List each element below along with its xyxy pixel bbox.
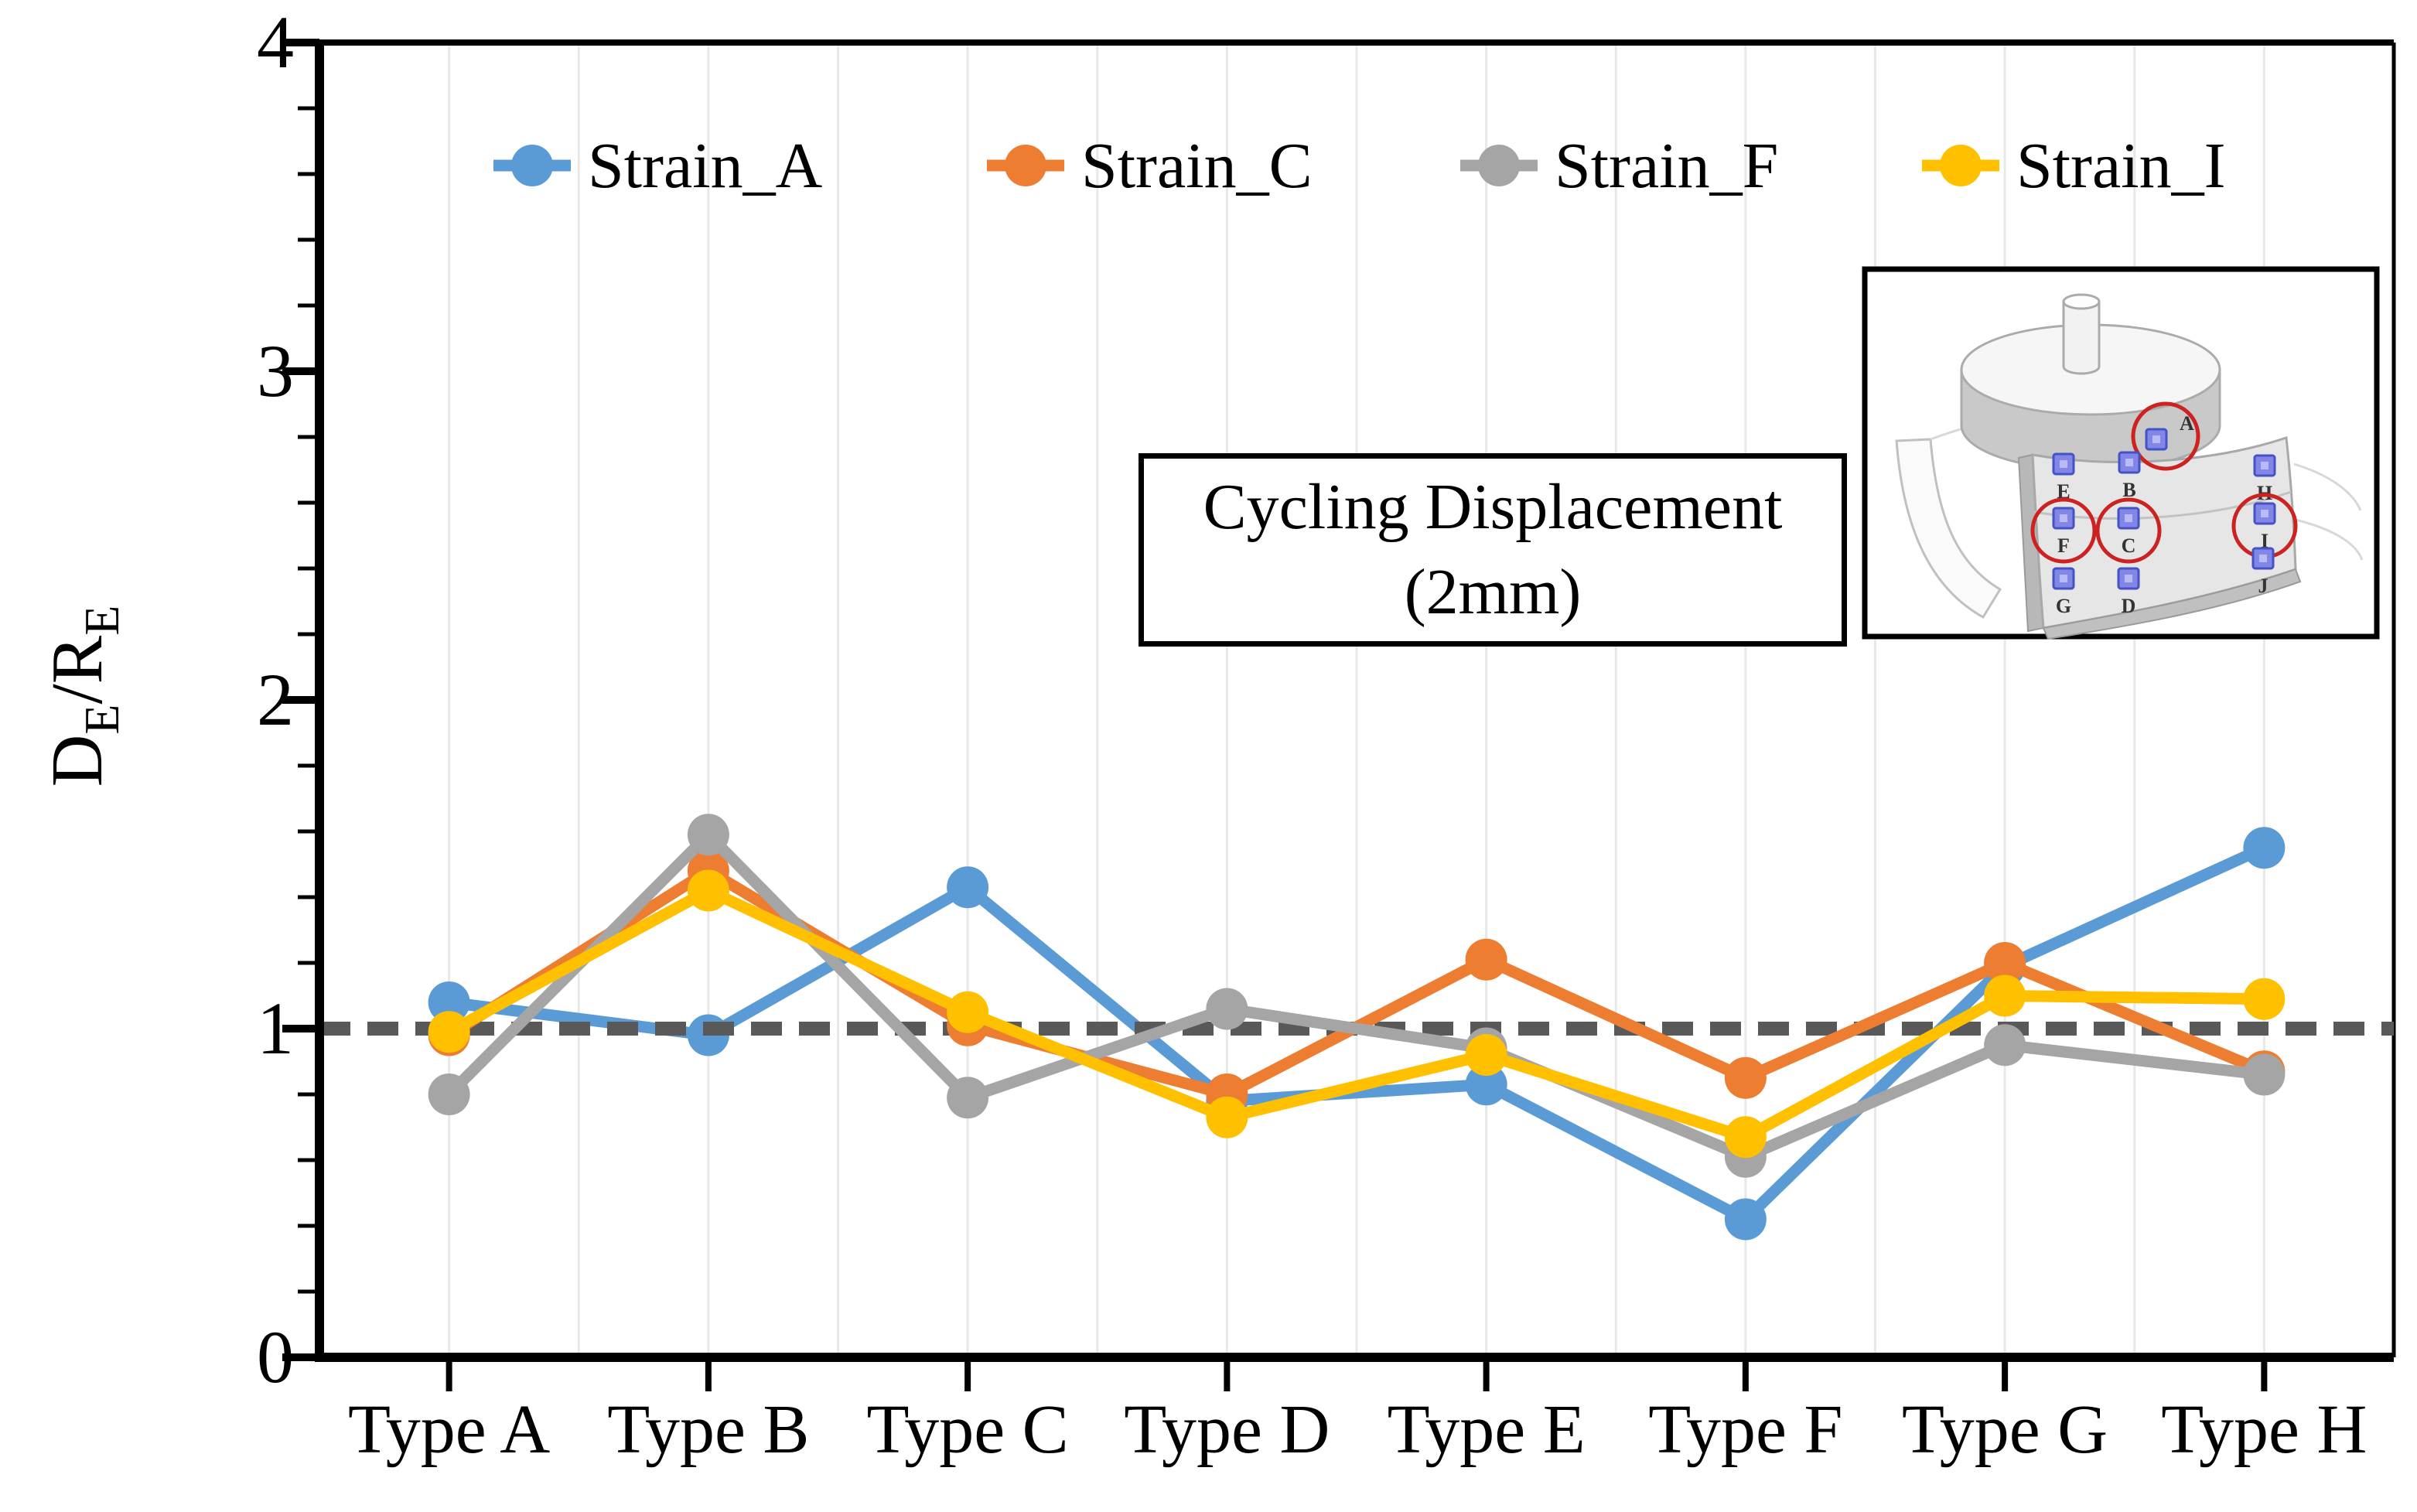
gauge-label-D: D: [2122, 595, 2136, 617]
data-point-Strain_F-Type-C: [947, 1077, 989, 1119]
legend-label-Strain_I: Strain_I: [2016, 129, 2226, 202]
inset-shaft-side: [2062, 300, 2101, 375]
data-point-Strain_F-Type-H: [2243, 1053, 2286, 1096]
data-point-Strain_F-Type-A: [428, 1073, 470, 1115]
data-point-Strain_C-Type-G: [1984, 942, 2026, 984]
data-point-Strain_I-Type-A: [428, 1011, 470, 1053]
data-point-Strain_F-Type-D: [1206, 988, 1248, 1030]
gauge-square-inner-C: [2125, 514, 2132, 522]
legend-item-Strain_A: Strain_A: [492, 122, 822, 209]
gauge-label-C: C: [2122, 534, 2136, 557]
data-point-Strain_F-Type-B: [687, 814, 729, 856]
y-axis-title-subscript: E: [74, 605, 129, 636]
legend-label-Strain_A: Strain_A: [588, 129, 823, 202]
legend-marker-Strain_F: [1460, 145, 1538, 186]
legend-dot: [1005, 145, 1046, 186]
data-point-Strain_C-Type-F: [1724, 1056, 1767, 1099]
series-line-Strain_F: [443, 828, 2270, 1163]
data-point-Strain_A-Type-C: [947, 866, 989, 909]
gauge-label-B: B: [2122, 479, 2135, 501]
gauge-square-inner-J: [2259, 555, 2267, 562]
series-line-Strain_A: [443, 841, 2270, 1225]
legend-dot: [1940, 145, 1982, 186]
data-point-Strain_I-Type-G: [1984, 974, 2026, 1017]
legend-label-Strain_F: Strain_F: [1555, 129, 1779, 202]
legend-item-Strain_I: Strain_I: [1920, 122, 2226, 209]
inset-shaft-top: [2062, 293, 2101, 310]
y-axis-title: DE/RE: [36, 606, 129, 787]
x-category-label-Type-F: Type F: [1648, 1391, 1843, 1468]
data-point-Strain_I-Type-F: [1724, 1116, 1767, 1159]
gauge-highlight-circle-A: [2131, 401, 2200, 471]
legend-label-Strain_C: Strain_C: [1081, 129, 1313, 202]
data-point-Strain_I-Type-C: [947, 991, 989, 1033]
gauge-label-E: E: [2057, 480, 2070, 503]
legend-marker-Strain_I: [1922, 145, 1999, 186]
legend-marker-Strain_C: [987, 145, 1064, 186]
gauge-highlight-circle-C: [2095, 497, 2162, 564]
inset-sheet-curve: [2295, 518, 2364, 561]
data-point-Strain_A-Type-F: [1724, 1198, 1767, 1241]
y-tick-label-3: 3: [257, 329, 294, 412]
data-point-Strain_A-Type-H: [2243, 827, 2286, 869]
y-tick-label-0: 0: [257, 1316, 294, 1398]
gauge-label-F: F: [2057, 534, 2070, 557]
annotation-line-1: Cycling Displacement: [1203, 471, 1783, 543]
gauge-square-inner-H: [2261, 462, 2268, 469]
x-category-label-Type-D: Type D: [1124, 1391, 1330, 1468]
data-point-Strain_A-Type-A: [428, 981, 470, 1023]
annotation-box: Cycling Displacement (2mm): [1139, 453, 1847, 647]
series-line-Strain_I: [443, 885, 2270, 1143]
gauge-square-inner-B: [2125, 459, 2133, 466]
x-category-label-Type-G: Type G: [1902, 1391, 2108, 1468]
x-category-label-Type-C: Type C: [866, 1391, 1069, 1468]
x-category-label-Type-A: Type A: [348, 1391, 551, 1468]
y-tick-label-4: 4: [257, 1, 294, 84]
y-axis-title-subscript: E: [74, 704, 129, 735]
gauge-square-inner-A: [2152, 435, 2160, 443]
inset-sheet-curve: [2293, 462, 2362, 511]
annotation-line-2: (2mm): [1404, 556, 1582, 628]
series-Strain_I: [428, 869, 2286, 1159]
data-point-Strain_I-Type-B: [687, 869, 729, 912]
gauge-highlight-circle-F: [2030, 497, 2097, 564]
inset-plate-bottom-edge: [2042, 568, 2302, 640]
legend-item-Strain_F: Strain_F: [1459, 122, 1778, 209]
y-tick-label-1: 1: [257, 987, 294, 1070]
legend-item-Strain_C: Strain_C: [985, 122, 1313, 209]
y-axis-title-char: /: [37, 684, 118, 705]
x-category-label-Type-E: Type E: [1387, 1391, 1586, 1468]
gauge-square-inner-G: [2060, 575, 2067, 582]
gauge-square-inner-D: [2125, 575, 2132, 582]
legend-dot: [1478, 145, 1520, 186]
x-category-label-Type-H: Type H: [2161, 1391, 2367, 1468]
data-point-Strain_C-Type-E: [1465, 938, 1507, 981]
data-point-Strain_I-Type-E: [1465, 1034, 1507, 1076]
gauge-square-inner-I: [2261, 510, 2268, 517]
x-category-label-Type-B: Type B: [607, 1391, 810, 1468]
legend-dot: [511, 145, 553, 186]
inset-diagram: AE B HF C IG DJ: [1862, 266, 2380, 640]
data-point-Strain_I-Type-D: [1206, 1096, 1248, 1138]
gauge-label-G: G: [2056, 595, 2071, 617]
data-point-Strain_A-Type-E: [1465, 1063, 1507, 1106]
data-point-Strain_F-Type-G: [1984, 1024, 2026, 1067]
y-axis-title-char: R: [37, 635, 118, 684]
gauge-label-J: J: [2258, 575, 2268, 597]
y-tick-label-2: 2: [257, 658, 294, 741]
gauge-label-I: I: [2261, 530, 2268, 552]
y-axis-title-char: D: [37, 734, 118, 787]
gauge-square-inner-E: [2060, 460, 2067, 468]
data-point-Strain_I-Type-H: [2243, 978, 2286, 1020]
inset-back-sheet: [1895, 438, 2002, 619]
gauge-square-inner-F: [2060, 514, 2067, 522]
legend-marker-Strain_A: [493, 145, 571, 186]
